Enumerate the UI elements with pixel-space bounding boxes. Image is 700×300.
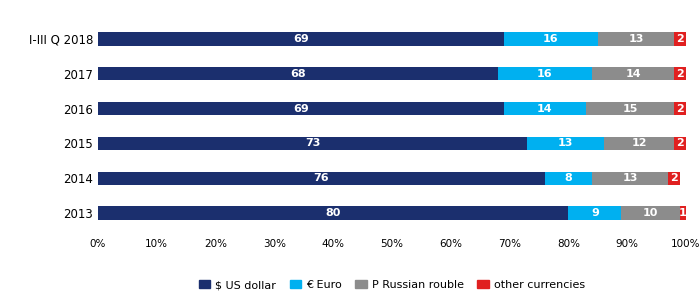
Text: 16: 16 — [543, 34, 559, 44]
Bar — [527, 137, 603, 150]
Bar — [98, 102, 504, 115]
Bar — [98, 206, 568, 220]
Text: 2: 2 — [671, 173, 678, 183]
Legend: $ US dollar, € Euro, Р Russian rouble, other currencies: $ US dollar, € Euro, Р Russian rouble, o… — [195, 275, 589, 294]
Bar — [498, 67, 592, 80]
Bar — [504, 32, 598, 46]
Text: 16: 16 — [537, 69, 553, 79]
Bar — [674, 32, 686, 46]
Text: 68: 68 — [290, 69, 306, 79]
Bar — [674, 137, 686, 150]
Bar — [586, 102, 674, 115]
Text: 69: 69 — [293, 34, 309, 44]
Text: 15: 15 — [622, 103, 638, 114]
Bar — [98, 172, 545, 185]
Bar — [674, 102, 686, 115]
Text: 2: 2 — [676, 103, 684, 114]
Bar — [98, 137, 527, 150]
Text: 76: 76 — [314, 173, 329, 183]
Text: 10: 10 — [643, 208, 659, 218]
Bar — [545, 172, 592, 185]
Bar — [592, 172, 668, 185]
Bar — [668, 172, 680, 185]
Text: 13: 13 — [558, 138, 573, 148]
Text: 14: 14 — [537, 103, 553, 114]
Text: 1: 1 — [679, 208, 687, 218]
Text: 73: 73 — [305, 138, 321, 148]
Text: 8: 8 — [564, 173, 573, 183]
Bar — [680, 206, 686, 220]
Bar — [568, 206, 622, 220]
Text: 14: 14 — [625, 69, 641, 79]
Text: 2: 2 — [676, 34, 684, 44]
Bar — [598, 32, 674, 46]
Bar — [622, 206, 680, 220]
Text: 2: 2 — [676, 69, 684, 79]
Text: 80: 80 — [326, 208, 341, 218]
Text: 12: 12 — [631, 138, 647, 148]
Text: 2: 2 — [676, 138, 684, 148]
Text: 69: 69 — [293, 103, 309, 114]
Bar — [98, 67, 498, 80]
Bar — [592, 67, 674, 80]
Text: 13: 13 — [622, 173, 638, 183]
Text: 9: 9 — [591, 208, 598, 218]
Bar — [674, 67, 686, 80]
Bar — [98, 32, 504, 46]
Text: 13: 13 — [629, 34, 644, 44]
Bar — [504, 102, 586, 115]
Bar — [603, 137, 674, 150]
